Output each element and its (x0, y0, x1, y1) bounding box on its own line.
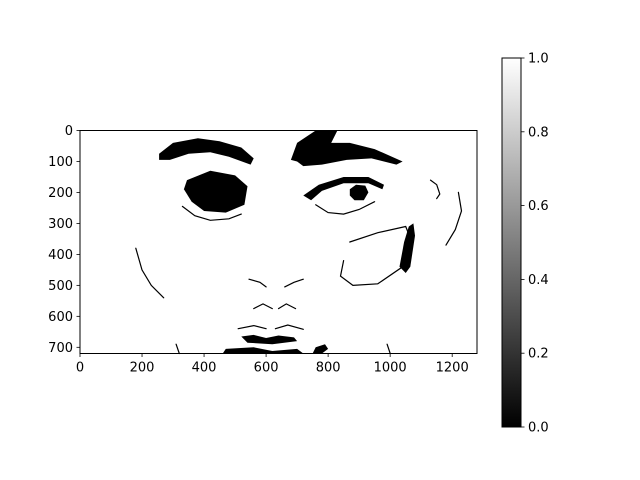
face-left-contour (135, 247, 165, 299)
image-frame (79, 130, 478, 354)
nose-right (284, 278, 304, 288)
right-nostril-arc (277, 303, 297, 310)
bottom-left-dark (222, 347, 304, 354)
right-lower-lash (315, 201, 376, 215)
nose-left (248, 278, 267, 288)
colorbar-axis: 0.0 0.2 0.4 0.6 0.8 1.0 (521, 52, 549, 436)
right-eye-iris (349, 184, 369, 201)
chin-left (175, 343, 180, 355)
y-tick-label: 500 (48, 279, 73, 294)
y-axis: 0 100 200 300 400 500 600 700 (48, 124, 80, 356)
x-tick-label: 1000 (374, 361, 407, 376)
x-tick-label: 400 (192, 361, 217, 376)
face-right-contour (445, 191, 463, 246)
bottom-right-dark (312, 344, 329, 354)
x-tick-label: 1200 (436, 361, 469, 376)
y-tick-label: 100 (48, 155, 73, 170)
y-tick-label: 700 (48, 341, 73, 356)
colorbar-tick-label: 0.0 (528, 421, 549, 436)
left-nostril-arc (253, 303, 273, 310)
x-tick-label: 0 (76, 361, 84, 376)
colorbar (501, 57, 522, 428)
image-background (80, 130, 477, 354)
upper-lip-right (274, 324, 304, 330)
cheek-shadow (399, 223, 415, 273)
x-axis: 0 200 400 600 800 1000 1200 (76, 353, 469, 376)
colorbar-tick-label: 0.8 (528, 125, 549, 140)
right-cheek-contour (339, 225, 413, 287)
chin-right (386, 343, 391, 355)
x-tick-label: 600 (254, 361, 279, 376)
right-eyebrow (290, 130, 403, 167)
left-eyebrow (159, 138, 254, 165)
y-tick-label: 0 (65, 124, 73, 139)
mouth-line (241, 334, 298, 345)
left-lower-lash (181, 205, 242, 221)
left-eye (183, 170, 248, 213)
colorbar-tick-label: 1.0 (528, 52, 549, 67)
image-area (80, 130, 477, 355)
y-tick-label: 400 (48, 248, 73, 263)
upper-lip-left (237, 324, 267, 330)
y-tick-label: 600 (48, 310, 73, 325)
right-eye-lid (303, 177, 384, 201)
colorbar-tick-label: 0.2 (528, 347, 549, 362)
y-tick-label: 300 (48, 217, 73, 232)
colorbar-tick-label: 0.6 (528, 199, 549, 214)
x-tick-label: 800 (316, 361, 341, 376)
y-tick-label: 200 (48, 186, 73, 201)
x-tick-label: 200 (130, 361, 155, 376)
colorbar-tick-label: 0.4 (528, 273, 549, 288)
right-outer-brow-mark (429, 179, 441, 200)
